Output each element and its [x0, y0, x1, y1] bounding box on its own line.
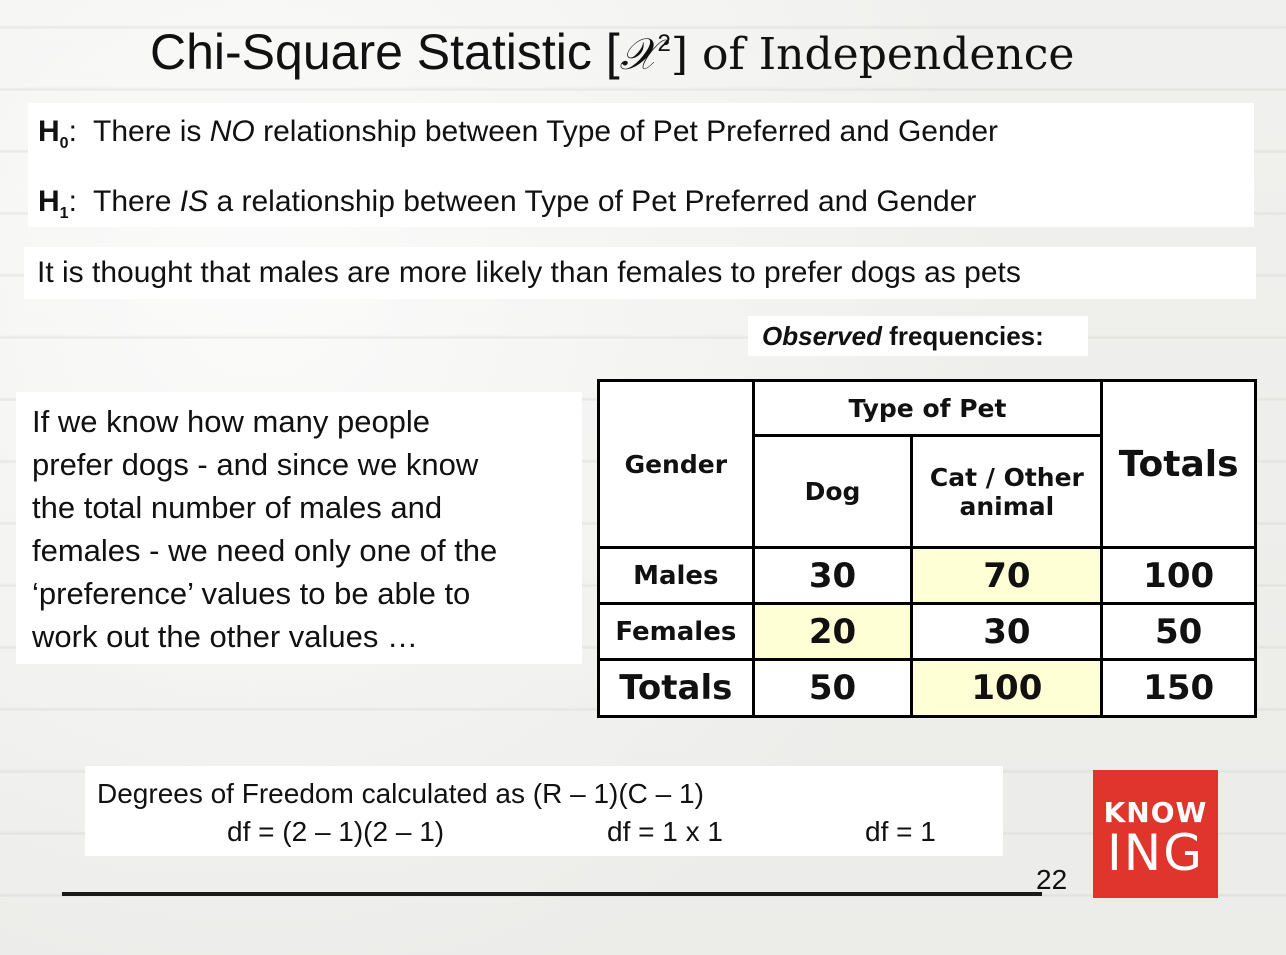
explanation-line: ‘preference’ values to be able to — [32, 576, 471, 611]
cell-cat: 70 — [910, 546, 1104, 605]
type-of-pet-header: Type of Pet — [751, 379, 1104, 437]
cat-header-line1: Cat / Other — [929, 462, 1084, 492]
explanation-line: prefer dogs - and since we know — [32, 447, 479, 482]
explanation-line: females - we need only one of the — [32, 533, 498, 568]
h0-subscript: 0 — [59, 135, 69, 152]
footer-divider — [62, 892, 1042, 896]
explanation-line: work out the other values … — [32, 619, 418, 654]
h1-text-pre: There — [76, 185, 180, 218]
title-text-tail: of Independence — [688, 29, 1075, 80]
logo-text-top: KNOW — [1103, 796, 1208, 829]
h0-emphasis: NO — [209, 115, 255, 148]
observed-rest: frequencies: — [881, 321, 1044, 351]
observed-frequencies-caption: Observed frequencies: — [748, 316, 1088, 356]
gender-header: Gender — [597, 379, 755, 549]
h0-colon: : — [68, 115, 77, 148]
totals-header: Totals — [1100, 379, 1257, 549]
cell-total: 50 — [1100, 602, 1257, 661]
cat-header-line2: animal — [959, 491, 1055, 521]
alternative-hypothesis: H1: There IS a relationship between Type… — [38, 185, 976, 223]
page-number: 22 — [1036, 864, 1068, 895]
row-label: Females — [597, 602, 755, 661]
title-text-main: Chi-Square Statistic [ — [150, 24, 620, 80]
cell-dog: 50 — [751, 658, 914, 718]
cat-other-header: Cat / Other animal — [910, 434, 1104, 549]
table-row: Totals 50 100 150 — [597, 658, 1257, 718]
explanation-line: the total number of males and — [32, 490, 443, 525]
table-row: Females 20 30 50 — [597, 602, 1257, 661]
df-step-1: df = (2 – 1)(2 – 1) — [227, 816, 445, 847]
logo-text-bottom: ING — [1107, 824, 1204, 882]
row-label: Males — [597, 546, 755, 605]
null-hypothesis: H0: There is NO relationship between Typ… — [38, 115, 998, 153]
cell-dog: 20 — [751, 602, 914, 661]
h0-label: H — [38, 115, 60, 148]
chi-symbol: 𝒳 — [619, 29, 658, 80]
h1-colon: : — [68, 185, 77, 218]
dog-header: Dog — [751, 434, 914, 549]
observed-frequency-table: Gender Type of Pet Totals Dog Cat / Othe… — [597, 379, 1257, 718]
title-bracket: ] — [670, 29, 689, 80]
observed-emphasis: Observed — [762, 321, 882, 351]
hypothesis-context: It is thought that males are more likely… — [24, 247, 1256, 299]
cell-total: 150 — [1100, 658, 1257, 718]
h1-label: H — [38, 185, 60, 218]
h1-emphasis: IS — [179, 185, 209, 218]
cell-cat: 100 — [910, 658, 1104, 718]
h0-text-pre: There is — [76, 115, 210, 148]
df-formula-title: Degrees of Freedom calculated as (R – 1)… — [97, 778, 704, 809]
explanation-box: If we know how many people prefer dogs -… — [16, 392, 582, 664]
row-label: Totals — [597, 658, 755, 718]
df-step-2: df = 1 x 1 — [607, 816, 723, 847]
title-superscript: 2 — [657, 30, 671, 57]
cell-total: 100 — [1100, 546, 1257, 605]
explanation-line: If we know how many people — [32, 404, 431, 439]
degrees-of-freedom-box: Degrees of Freedom calculated as (R – 1)… — [85, 766, 1003, 856]
h1-text-post: a relationship between Type of Pet Prefe… — [208, 185, 977, 218]
hypotheses-box: H0: There is NO relationship between Typ… — [28, 103, 1254, 227]
slide-title: Chi-Square Statistic [𝒳2] of Independenc… — [150, 12, 1270, 80]
cell-cat: 30 — [910, 602, 1104, 661]
table-row: Males 30 70 100 — [597, 546, 1257, 605]
df-step-3: df = 1 — [865, 816, 936, 847]
h1-subscript: 1 — [59, 205, 69, 222]
knowing-logo: KNOW ING — [1093, 770, 1218, 898]
h0-text-post: relationship between Type of Pet Preferr… — [254, 115, 999, 148]
cell-dog: 30 — [751, 546, 914, 605]
